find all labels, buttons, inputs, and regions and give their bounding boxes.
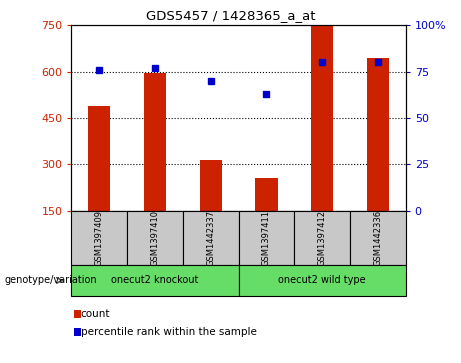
Bar: [74, 310, 81, 318]
Bar: [294, 211, 350, 265]
Bar: [200, 160, 222, 211]
Text: GSM1397411: GSM1397411: [262, 210, 271, 266]
Bar: [311, 25, 333, 211]
Bar: [238, 265, 406, 296]
Bar: [183, 211, 238, 265]
Text: GSM1397409: GSM1397409: [95, 210, 104, 266]
Bar: [71, 265, 239, 296]
Bar: [88, 106, 111, 211]
Text: GDS5457 / 1428365_a_at: GDS5457 / 1428365_a_at: [146, 9, 315, 22]
Bar: [71, 211, 127, 265]
Text: GSM1442337: GSM1442337: [206, 210, 215, 266]
Text: GSM1397410: GSM1397410: [150, 210, 160, 266]
Bar: [127, 211, 183, 265]
Text: genotype/variation: genotype/variation: [5, 276, 97, 285]
Text: GSM1442336: GSM1442336: [373, 210, 382, 266]
Bar: [74, 328, 81, 336]
Bar: [144, 73, 166, 211]
Bar: [238, 211, 294, 265]
Text: onecut2 knockout: onecut2 knockout: [111, 276, 199, 285]
Text: GSM1397412: GSM1397412: [318, 210, 327, 266]
Text: count: count: [81, 309, 110, 319]
Text: percentile rank within the sample: percentile rank within the sample: [81, 327, 257, 337]
Bar: [366, 58, 389, 211]
Text: onecut2 wild type: onecut2 wild type: [278, 276, 366, 285]
Bar: [255, 178, 278, 211]
Bar: [350, 211, 406, 265]
